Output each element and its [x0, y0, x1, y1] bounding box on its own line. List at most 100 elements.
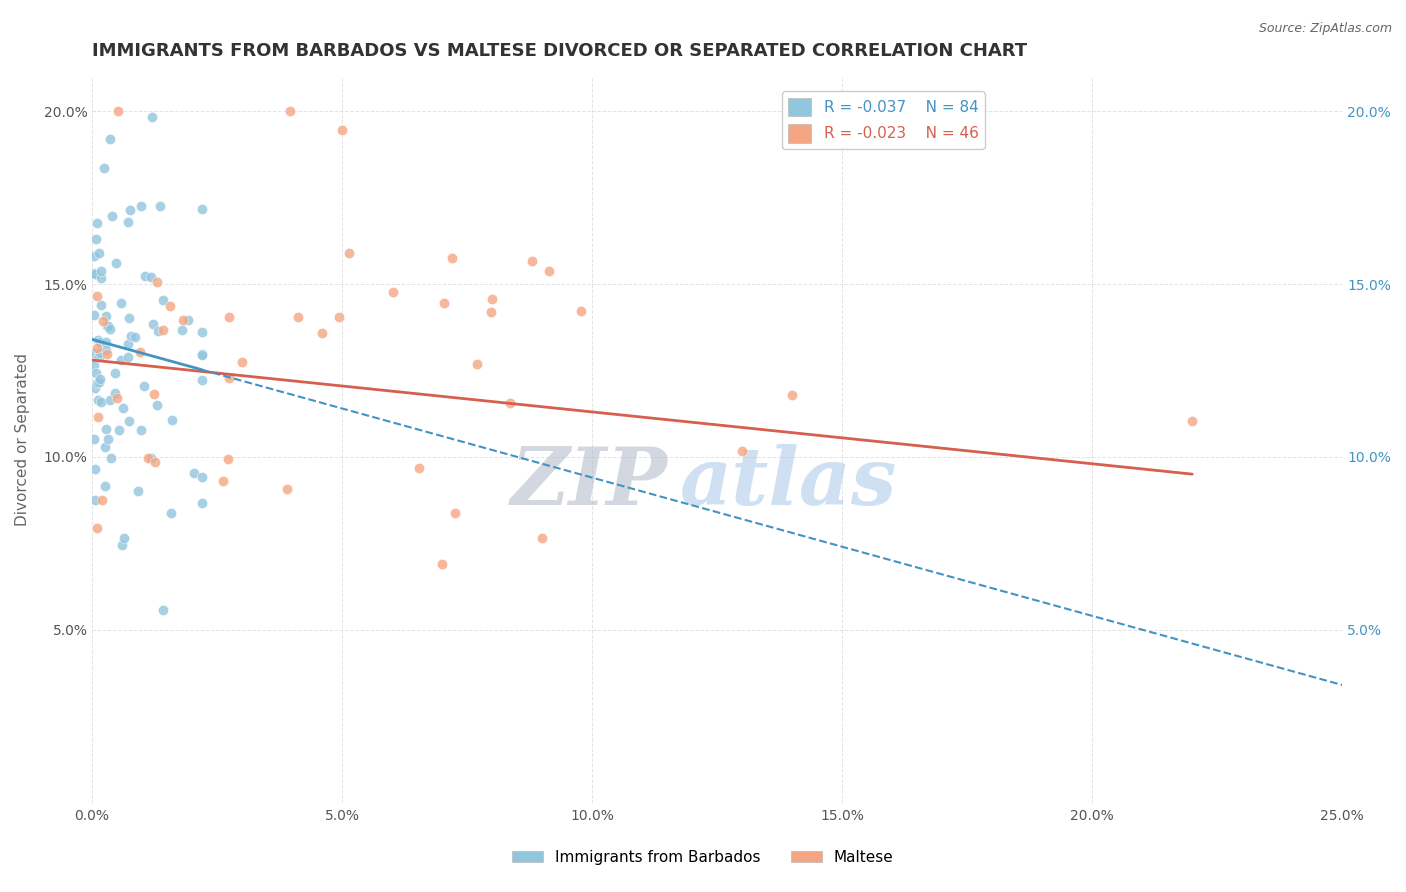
Point — [152, 323, 174, 337]
Point — [218, 310, 240, 324]
Point — [86, 341, 108, 355]
Point — [191, 373, 214, 387]
Point — [87, 393, 110, 408]
Point — [211, 475, 233, 489]
Point — [104, 385, 127, 400]
Point — [129, 423, 152, 437]
Point — [90, 394, 112, 409]
Point — [311, 326, 333, 341]
Point — [111, 538, 134, 552]
Point — [120, 328, 142, 343]
Point — [191, 495, 214, 509]
Point — [98, 132, 121, 146]
Point — [100, 209, 122, 223]
Point — [191, 202, 214, 217]
Point — [84, 232, 107, 246]
Point — [91, 314, 114, 328]
Point — [152, 293, 174, 307]
Point — [780, 388, 803, 402]
Point — [83, 381, 105, 395]
Point — [90, 264, 112, 278]
Point — [276, 482, 298, 496]
Point — [569, 304, 592, 318]
Point — [83, 346, 105, 360]
Point — [91, 492, 114, 507]
Point — [159, 299, 181, 313]
Legend: Immigrants from Barbados, Maltese: Immigrants from Barbados, Maltese — [506, 844, 900, 871]
Point — [86, 376, 108, 391]
Point — [94, 422, 117, 436]
Point — [96, 343, 118, 358]
Point — [84, 462, 107, 476]
Point — [172, 313, 194, 327]
Point — [90, 270, 112, 285]
Point — [337, 245, 360, 260]
Point — [94, 440, 117, 454]
Point — [408, 460, 430, 475]
Point — [105, 391, 128, 405]
Point — [191, 469, 214, 483]
Point — [127, 484, 149, 499]
Point — [100, 451, 122, 466]
Point — [433, 296, 456, 310]
Point — [465, 358, 488, 372]
Point — [218, 371, 240, 385]
Point — [96, 335, 118, 350]
Point — [112, 532, 135, 546]
Point — [148, 199, 170, 213]
Point — [83, 432, 105, 446]
Point — [328, 310, 350, 325]
Point — [89, 372, 111, 386]
Point — [142, 386, 165, 401]
Point — [87, 350, 110, 364]
Point — [86, 520, 108, 534]
Point — [89, 375, 111, 389]
Text: atlas: atlas — [679, 444, 897, 522]
Point — [87, 246, 110, 260]
Point — [430, 557, 453, 571]
Point — [177, 313, 200, 327]
Point — [87, 334, 110, 348]
Point — [136, 451, 159, 466]
Point — [84, 366, 107, 380]
Point — [96, 319, 118, 334]
Point — [145, 398, 167, 412]
Point — [152, 603, 174, 617]
Point — [537, 264, 560, 278]
Point — [94, 310, 117, 324]
Point — [731, 443, 754, 458]
Point — [141, 110, 163, 124]
Point — [112, 401, 135, 415]
Text: Source: ZipAtlas.com: Source: ZipAtlas.com — [1258, 22, 1392, 36]
Point — [93, 479, 115, 493]
Point — [134, 379, 156, 393]
Point — [231, 355, 253, 369]
Point — [86, 216, 108, 230]
Point — [481, 292, 503, 306]
Point — [531, 531, 554, 545]
Point — [217, 452, 239, 467]
Point — [146, 324, 169, 338]
Point — [89, 346, 111, 360]
Point — [330, 123, 353, 137]
Point — [162, 413, 184, 427]
Point — [139, 451, 162, 466]
Point — [89, 334, 111, 349]
Point — [97, 432, 120, 446]
Point — [108, 423, 131, 437]
Point — [129, 199, 152, 213]
Point — [90, 297, 112, 311]
Point — [278, 104, 301, 119]
Point — [117, 336, 139, 351]
Y-axis label: Divorced or Separated: Divorced or Separated — [15, 353, 30, 526]
Point — [86, 289, 108, 303]
Point — [134, 269, 156, 284]
Point — [128, 345, 150, 359]
Point — [382, 285, 405, 299]
Point — [143, 455, 166, 469]
Legend: R = -0.037    N = 84, R = -0.023    N = 46: R = -0.037 N = 84, R = -0.023 N = 46 — [782, 92, 984, 149]
Point — [287, 310, 309, 324]
Point — [83, 359, 105, 373]
Point — [84, 492, 107, 507]
Point — [170, 323, 193, 337]
